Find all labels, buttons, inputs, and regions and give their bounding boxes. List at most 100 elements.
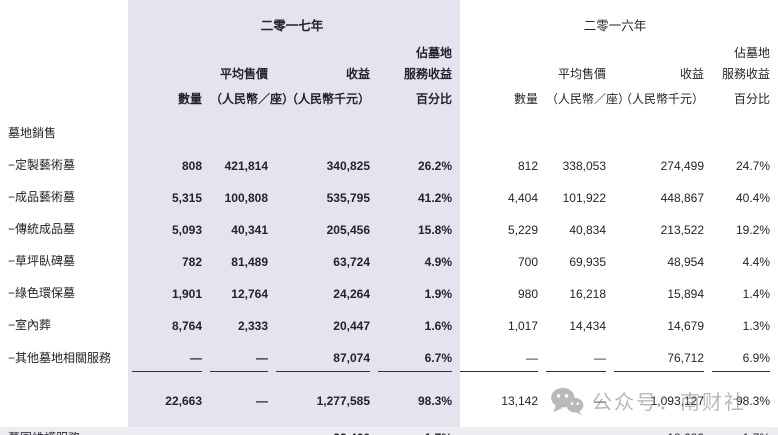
cell: 812 [517, 159, 539, 173]
cell: 5,315 [171, 191, 202, 205]
table-row: −其他墓地相關服務 — — 87,074 6.7% — — 76,712 6.9… [8, 339, 771, 372]
pct-header-2017-l1: 佔墓地 [416, 46, 453, 60]
price-header-2016-l1: 平均售價 [558, 67, 607, 81]
revenue-header-2017-l2: （人民幣千元） [285, 92, 370, 106]
revenue-header-2016-l2: （人民幣千元） [620, 92, 705, 106]
cell: 1,093,127 [650, 394, 705, 408]
cell: 535,795 [326, 191, 370, 205]
cell: 24,264 [333, 287, 370, 301]
cell: 48,954 [667, 255, 705, 269]
cell: 808 [181, 159, 202, 173]
table-row: −綠色環保墓 1,901 12,764 24,264 1.9% 980 16,2… [8, 275, 770, 307]
cell: — [594, 394, 607, 408]
year-2017-header: 二零一七年 [260, 18, 324, 33]
cell: 1.4% [742, 287, 771, 301]
row-label: −草坪臥碑墓 [8, 254, 76, 268]
cell: 700 [517, 255, 539, 269]
table-row: −定製藝術墓 808 421,814 340,825 26.2% 812 338… [8, 147, 770, 179]
section-row-grave-sales: 墓地銷售 [8, 111, 770, 147]
cell: 1.7% [712, 415, 770, 435]
cell: — [460, 415, 538, 435]
cell: 782 [181, 255, 202, 269]
table-row: −成品藝術墓 5,315 100,808 535,795 41.2% 4,404… [8, 179, 770, 211]
cell: 448,867 [660, 191, 705, 205]
cell: 14,434 [569, 319, 607, 333]
cell: 15,894 [667, 287, 705, 301]
cell: — [546, 339, 607, 372]
cell: 41.2% [417, 191, 453, 205]
cell: 22,460 [276, 415, 370, 435]
row-label: −綠色環保墓 [8, 286, 76, 300]
column-header-row-1: 佔墓地 佔墓地 [8, 40, 770, 61]
revenue-header-2016-l1: 收益 [680, 67, 705, 81]
cell: 4.9% [424, 255, 453, 269]
cell: 24.7% [736, 159, 771, 173]
cell: 13,142 [501, 394, 539, 408]
cell: 205,456 [326, 223, 370, 237]
cell: 1.9% [424, 287, 453, 301]
cell: — [460, 339, 539, 372]
table-row: −草坪臥碑墓 782 81,489 63,724 4.9% 700 69,935… [8, 243, 770, 275]
cell: 63,724 [333, 255, 370, 269]
row-label: −定製藝術墓 [8, 158, 76, 172]
cell: 1.7% [378, 415, 452, 435]
cell: 98.3% [417, 394, 453, 408]
subtotal-row: 22,663 — 1,277,585 98.3% 13,142 — 1,093,… [8, 372, 770, 415]
cell: 40,834 [569, 223, 607, 237]
column-header-row-2: 平均售價 收益 服務收益 平均售價 收益 服務收益 [8, 61, 770, 82]
cell: — [132, 339, 202, 372]
pct-header-2016-l3: 百分比 [734, 92, 771, 106]
cell: 26.2% [417, 159, 453, 173]
table-row: −室內葬 8,764 2,333 20,447 1.6% 1,017 14,43… [8, 307, 770, 339]
cell: 338,053 [562, 159, 607, 173]
pct-header-2016-l1: 佔墓地 [734, 46, 771, 60]
cell: 16,218 [569, 287, 607, 301]
price-header-2017-l2: （人民幣／座） [210, 92, 295, 106]
cell: 18,682 [614, 415, 704, 435]
cell: 6.9% [712, 339, 771, 372]
cell: 4.4% [742, 255, 771, 269]
cell: 8,764 [171, 319, 202, 333]
cell: 1,277,585 [316, 394, 370, 408]
cell: 69,935 [569, 255, 607, 269]
cell: — [256, 394, 268, 408]
year-header-row: 二零一七年 二零一六年 [8, 0, 770, 40]
row-label: 墓園維護服務 [8, 415, 124, 435]
section-label: 墓地銷售 [8, 126, 57, 140]
cell: 81,489 [231, 255, 268, 269]
table-row: −傳統成品墓 5,093 40,341 205,456 15.8% 5,229 … [8, 211, 770, 243]
cell: 100,808 [224, 191, 268, 205]
row-label: −其他墓地相關服務 [8, 351, 112, 365]
cell: — [546, 415, 606, 435]
cell: 1.6% [424, 319, 453, 333]
cell: 20,447 [333, 319, 370, 333]
cell: 87,074 [276, 339, 370, 372]
pct-header-2017-l3: 百分比 [416, 92, 453, 106]
price-header-2016-l2: （人民幣／座） [546, 92, 631, 106]
price-header-2017-l1: 平均售價 [219, 67, 268, 81]
cell: 1,901 [171, 287, 202, 301]
revenue-header-2017-l1: 收益 [345, 67, 370, 81]
cell: 5,229 [507, 223, 539, 237]
bottom-shaded-strip [0, 427, 778, 435]
cell: 98.3% [736, 394, 771, 408]
cell: 980 [517, 287, 539, 301]
year-2016-header: 二零一六年 [583, 18, 647, 33]
row-label: −傳統成品墓 [8, 222, 76, 236]
cell: 22,663 [165, 394, 202, 408]
cell: 19.2% [736, 223, 771, 237]
cell: 14,679 [667, 319, 705, 333]
cell: 40.4% [736, 191, 771, 205]
cell: 12,764 [231, 287, 268, 301]
cell: 4,404 [507, 191, 539, 205]
cell: 101,922 [562, 191, 607, 205]
cell: 1,017 [507, 319, 539, 333]
row-label: −成品藝術墓 [8, 190, 76, 204]
cell: — [210, 339, 268, 372]
pct-header-2017-l2: 服務收益 [404, 67, 453, 81]
cell: 5,093 [171, 223, 202, 237]
cell: 40,341 [231, 223, 268, 237]
pct-header-2016-l2: 服務收益 [722, 67, 771, 81]
